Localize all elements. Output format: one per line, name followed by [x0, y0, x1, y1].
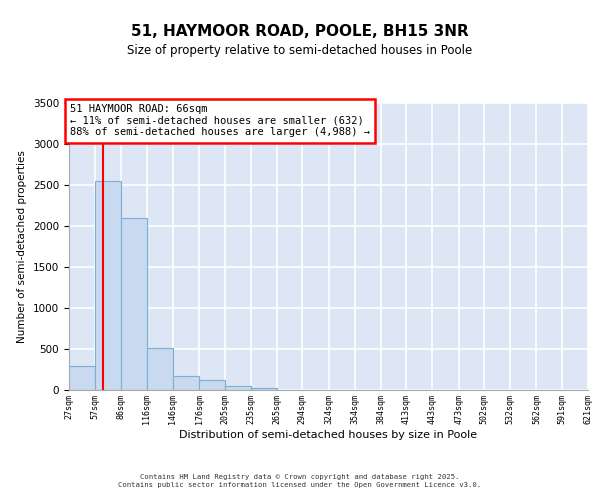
Bar [251, 388, 277, 390]
Bar [69, 366, 95, 390]
Bar [224, 386, 251, 390]
Y-axis label: Number of semi-detached properties: Number of semi-detached properties [17, 150, 28, 342]
Bar [147, 348, 173, 390]
Bar [95, 180, 121, 390]
Bar [173, 376, 199, 390]
Text: Size of property relative to semi-detached houses in Poole: Size of property relative to semi-detach… [127, 44, 473, 57]
Bar [199, 380, 224, 390]
Bar [121, 218, 147, 390]
X-axis label: Distribution of semi-detached houses by size in Poole: Distribution of semi-detached houses by … [179, 430, 478, 440]
Text: 51, HAYMOOR ROAD, POOLE, BH15 3NR: 51, HAYMOOR ROAD, POOLE, BH15 3NR [131, 24, 469, 39]
Text: 51 HAYMOOR ROAD: 66sqm
← 11% of semi-detached houses are smaller (632)
88% of se: 51 HAYMOOR ROAD: 66sqm ← 11% of semi-det… [70, 104, 370, 138]
Text: Contains HM Land Registry data © Crown copyright and database right 2025.
Contai: Contains HM Land Registry data © Crown c… [118, 474, 482, 488]
